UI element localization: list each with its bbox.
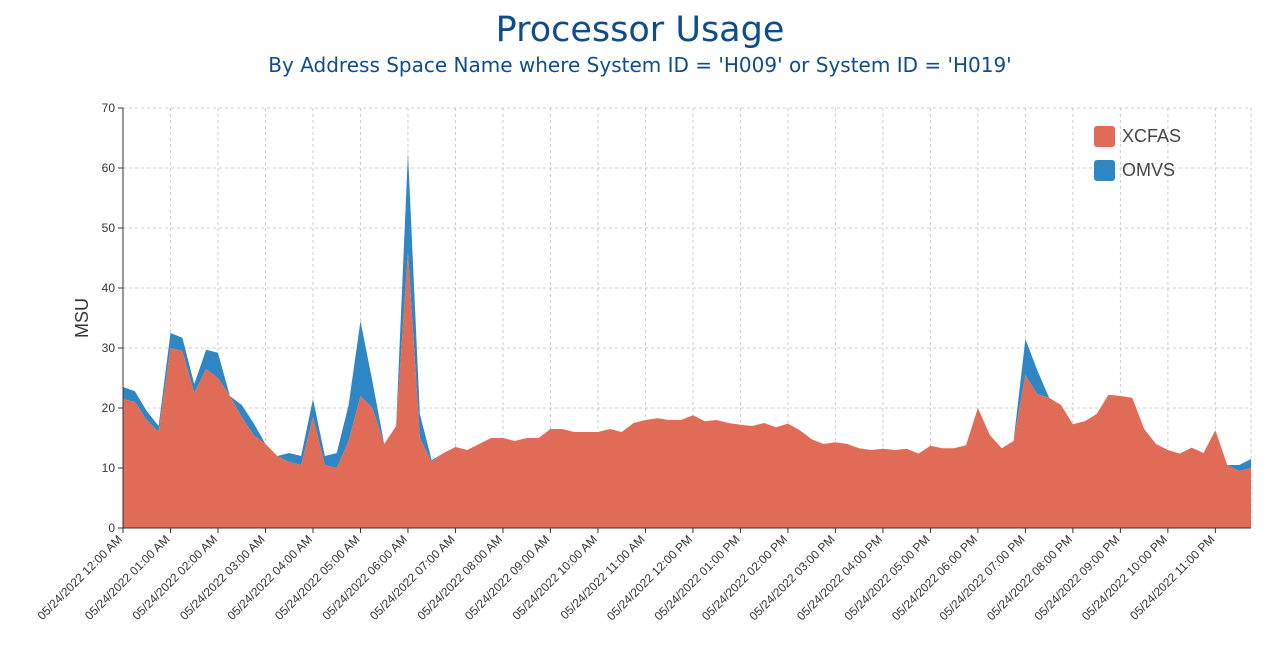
x-tick-label: 05/24/2022 12:00 PM bbox=[604, 532, 695, 623]
x-tick-label: 05/24/2022 01:00 AM bbox=[82, 532, 173, 623]
x-tick-label: 05/24/2022 09:00 AM bbox=[462, 532, 553, 623]
y-tick-label: 60 bbox=[102, 161, 116, 175]
y-axis-ticks: 0 10 20 30 40 50 60 70 bbox=[102, 101, 123, 535]
x-tick-label: 05/24/2022 07:00 AM bbox=[367, 532, 458, 623]
series-area-xcfas bbox=[123, 252, 1251, 528]
x-tick-label: 05/24/2022 11:00 AM bbox=[558, 532, 648, 622]
x-tick-label: 05/24/2022 05:00 AM bbox=[272, 532, 363, 623]
x-tick-label: 05/24/2022 03:00 PM bbox=[746, 532, 837, 623]
x-tick-label: 05/24/2022 05:00 PM bbox=[841, 532, 932, 623]
axes bbox=[122, 108, 1251, 529]
x-tick-label: 05/24/2022 08:00 AM bbox=[415, 532, 506, 623]
legend: XCFAS OMVS bbox=[1094, 126, 1181, 181]
chart-subtitle: By Address Space Name where System ID = … bbox=[268, 53, 1012, 77]
x-tick-label: 05/24/2022 07:00 PM bbox=[936, 532, 1027, 623]
x-tick-label: 05/24/2022 08:00 PM bbox=[984, 532, 1075, 623]
y-tick-label: 70 bbox=[102, 101, 116, 115]
x-tick-label: 05/24/2022 09:00 PM bbox=[1031, 532, 1122, 623]
area-series bbox=[123, 153, 1251, 528]
chart-title: Processor Usage bbox=[495, 10, 785, 50]
x-tick-label: 05/24/2022 03:00 AM bbox=[177, 532, 268, 623]
x-tick-label: 05/24/2022 10:00 AM bbox=[509, 532, 600, 623]
x-tick-label: 05/24/2022 10:00 PM bbox=[1079, 532, 1170, 623]
x-tick-label: 05/24/2022 02:00 AM bbox=[130, 532, 221, 623]
y-tick-label: 30 bbox=[102, 341, 116, 355]
y-tick-label: 20 bbox=[102, 401, 116, 415]
legend-label: XCFAS bbox=[1122, 126, 1181, 146]
y-tick-label: 0 bbox=[108, 521, 115, 535]
y-axis-label: MSU bbox=[72, 298, 92, 338]
x-tick-label: 05/24/2022 04:00 PM bbox=[794, 532, 885, 623]
legend-swatch bbox=[1094, 126, 1115, 147]
x-tick-label: 05/24/2022 12:00 AM bbox=[35, 532, 126, 623]
y-tick-label: 10 bbox=[102, 461, 116, 475]
legend-label: OMVS bbox=[1122, 160, 1175, 180]
y-tick-label: 50 bbox=[102, 221, 116, 235]
series-area-omvs bbox=[123, 153, 1251, 471]
x-tick-label: 05/24/2022 02:00 PM bbox=[699, 532, 790, 623]
legend-swatch bbox=[1094, 160, 1115, 181]
x-tick-label: 05/24/2022 04:00 AM bbox=[225, 532, 316, 623]
x-tick-label: 05/24/2022 06:00 AM bbox=[320, 532, 411, 623]
y-tick-label: 40 bbox=[102, 281, 116, 295]
x-tick-label: 05/24/2022 06:00 PM bbox=[889, 532, 980, 623]
x-tick-label: 05/24/2022 01:00 PM bbox=[652, 532, 743, 623]
x-tick-label: 05/24/2022 11:00 PM bbox=[1127, 532, 1217, 622]
